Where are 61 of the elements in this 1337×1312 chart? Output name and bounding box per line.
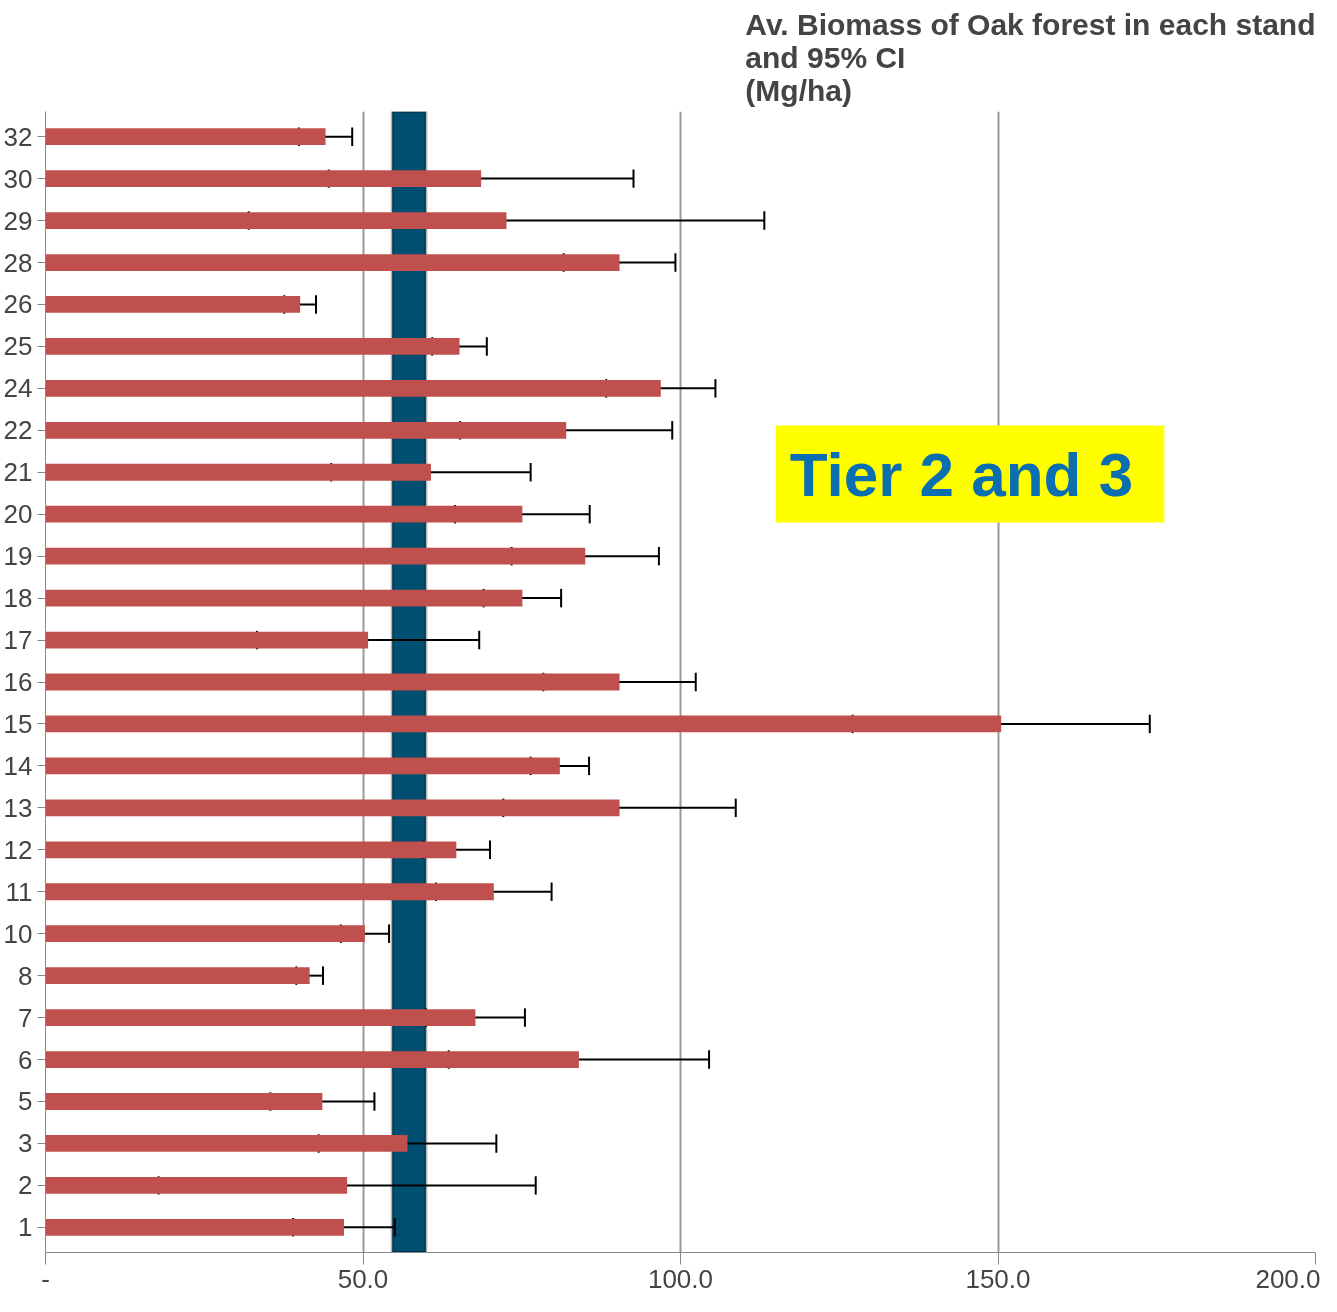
x-tick-label: 50.0 [337, 1263, 389, 1294]
bar [45, 421, 567, 439]
bar [45, 170, 482, 188]
y-tick-label: 17 [3, 625, 33, 656]
y-tick-label: 3 [18, 1128, 33, 1159]
bar [45, 547, 586, 565]
bar [45, 967, 310, 985]
bar [45, 296, 301, 313]
x-tick-label: 200.0 [1255, 1263, 1321, 1294]
y-tick-label: 24 [3, 373, 33, 404]
x-tick-label: 100.0 [647, 1263, 714, 1294]
y-tick-label: 18 [3, 583, 33, 614]
y-tick-label: 26 [3, 289, 33, 320]
y-tick-label: 13 [3, 792, 33, 823]
y-tick-label: 25 [3, 331, 33, 362]
bar [45, 254, 620, 271]
chart-title: Av. Biomass of Oak forest in each stand and 95% CI (Mg/ha) [745, 7, 1316, 107]
x-tick-label: 150.0 [965, 1263, 1031, 1294]
y-tick-label: 2 [18, 1170, 33, 1201]
bar [45, 841, 457, 859]
y-tick-label: 1 [18, 1212, 33, 1243]
y-tick-label: 8 [18, 960, 33, 991]
bar [45, 715, 1002, 733]
x-tick-label: - [41, 1263, 50, 1294]
y-tick-label: 29 [3, 205, 33, 236]
y-tick-label: 6 [18, 1044, 33, 1075]
bar [45, 1176, 348, 1194]
bar [45, 338, 460, 355]
y-tick-label: 15 [3, 708, 33, 739]
bar [45, 1051, 579, 1068]
y-tick-label: 32 [3, 121, 33, 152]
y-tick-label: 28 [3, 247, 33, 278]
bar [45, 463, 431, 481]
y-tick-label: 20 [3, 499, 33, 530]
y-tick-label: 22 [3, 415, 33, 446]
y-tick-label: 10 [3, 918, 33, 949]
bar [45, 505, 523, 523]
y-tick-label: 21 [3, 457, 33, 488]
bar [45, 1009, 476, 1026]
y-tick-label: 14 [3, 750, 33, 781]
bar [45, 883, 494, 901]
annotation: Tier 2 and 3 [789, 439, 1134, 509]
bar [45, 1218, 344, 1236]
bar [45, 1093, 323, 1110]
y-tick-label: 5 [18, 1086, 33, 1117]
bar [45, 379, 661, 397]
bar [45, 799, 620, 817]
y-tick-label: 30 [3, 163, 33, 194]
y-tick-label: 12 [3, 834, 33, 865]
bar [45, 1135, 408, 1152]
bar [45, 212, 507, 229]
y-tick-label: 16 [3, 667, 33, 697]
y-tick-label: 7 [18, 1002, 33, 1033]
bar [45, 673, 620, 691]
y-tick-label: 19 [3, 541, 33, 572]
bar [45, 757, 560, 775]
bar [45, 128, 326, 146]
y-tick-label: 11 [5, 876, 33, 907]
bar [45, 925, 365, 943]
bar [45, 589, 523, 607]
bar [45, 631, 369, 649]
